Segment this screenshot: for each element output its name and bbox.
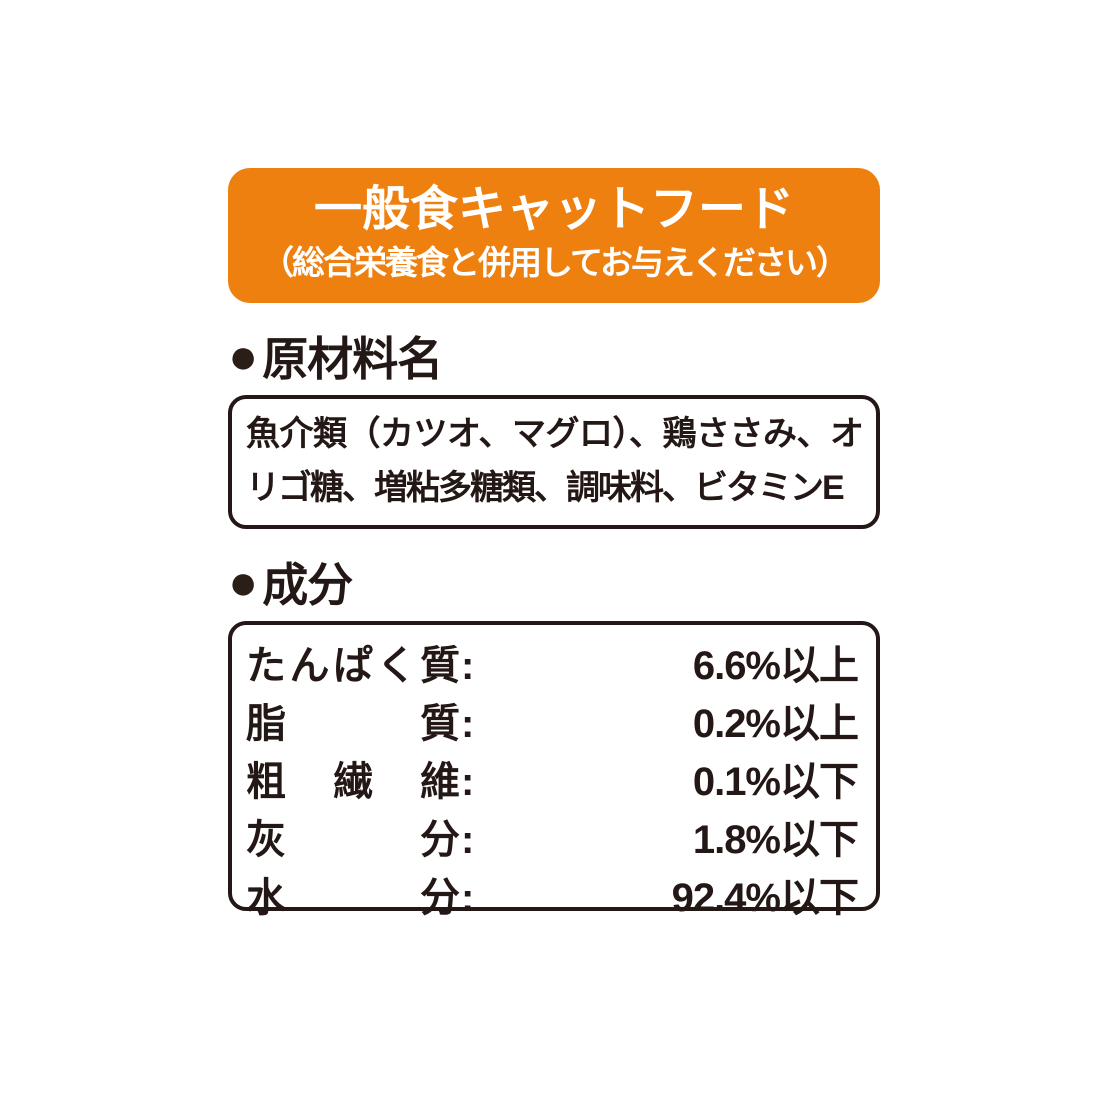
banner-title: 一般食キャットフード [313,183,794,236]
component-value: 92.4%以下 [671,876,859,920]
component-label: たんぱく質 [246,644,460,688]
component-row-moisture: 水分 : 92.4%以下 [246,865,859,923]
component-colon: : [461,818,475,862]
bullet-icon: ● [228,328,259,384]
component-label: 粗繊維 [246,760,460,804]
ingredients-text: 魚介類（カツオ、マグロ）、鶏ささみ、オリゴ糖、増粘多糖類、調味料、ビタミンE [246,415,864,507]
components-box: たんぱく質 : 6.6%以上 脂質 : 0.2%以上 粗繊維 : 0.1%以下 … [228,621,880,920]
component-label: 脂質 [246,702,460,746]
ingredients-heading: ● 原材料名 [228,327,880,385]
component-row-protein: たんぱく質 : 6.6%以上 [246,633,859,691]
bullet-icon: ● [228,554,259,610]
component-row-fat: 脂質 : 0.2%以上 [246,691,859,749]
component-colon: : [461,702,475,746]
component-row-ash: 灰分 : 1.8%以下 [246,807,859,865]
components-heading-label: 成分 [262,559,353,611]
food-type-banner: 一般食キャットフード （総合栄養食と併用してお与えください） [228,168,880,303]
pet-food-label-panel: 一般食キャットフード （総合栄養食と併用してお与えください） ● 原材料名 魚介… [228,168,880,920]
component-colon: : [461,760,475,804]
ingredients-heading-label: 原材料名 [262,333,443,385]
component-label: 灰分 [246,818,460,862]
banner-subtitle: （総合栄養食と併用してお与えください） [260,244,849,281]
components-heading: ● 成分 [228,553,880,611]
component-value: 6.6%以上 [692,644,859,688]
component-row-fiber: 粗繊維 : 0.1%以下 [246,749,859,807]
component-label: 水分 [246,876,460,920]
component-colon: : [461,876,475,920]
component-value: 0.2%以上 [692,702,859,746]
ingredients-box: 魚介類（カツオ、マグロ）、鶏ささみ、オリゴ糖、増粘多糖類、調味料、ビタミンE [228,395,880,529]
component-colon: : [461,644,475,688]
component-value: 1.8%以下 [692,818,859,862]
component-value: 0.1%以下 [692,760,859,804]
